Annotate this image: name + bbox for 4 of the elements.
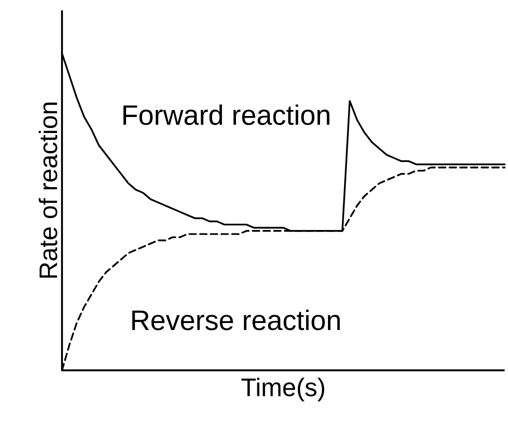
series-label: Reverse reaction [132, 310, 340, 330]
x-axis-title: Time(s) [241, 378, 324, 402]
y-axis-title: Rate of reaction [38, 102, 58, 278]
series-label: Forward reaction [123, 104, 330, 126]
